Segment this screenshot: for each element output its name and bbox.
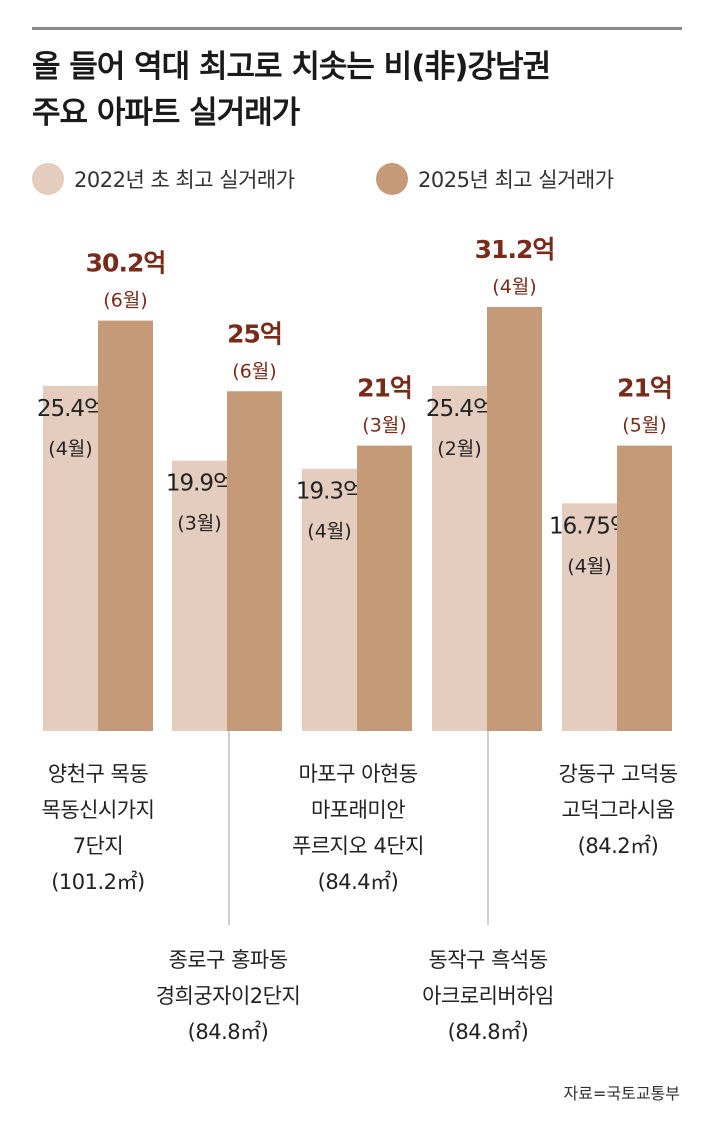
category-label-5-line-1: 강동구 고덕동: [558, 762, 677, 786]
month-label-2025-5: (5월): [622, 415, 666, 437]
month-label-2025-2: (6월): [232, 360, 276, 382]
category-label-1-line-2: 목동신시가지: [42, 798, 155, 822]
value-label-2025-1: 30.2억: [86, 249, 166, 278]
bar-2025-2: [227, 391, 282, 731]
value-label-2025-4: 31.2억: [475, 235, 555, 264]
bar-2022-5: [562, 503, 617, 731]
category-label-3-line-4: (84.4㎡): [318, 870, 399, 894]
category-label-2-line-2: 경희궁자이2단지: [156, 984, 301, 1008]
month-label-2022-1: (4월): [48, 438, 92, 460]
category-label-3-line-3: 푸르지오 4단지: [292, 834, 424, 858]
category-label-1-line-3: 7단지: [73, 834, 124, 858]
legend-label-2025: 2025년 최고 실거래가: [418, 168, 614, 192]
category-label-5-line-2: 고덕그라시움: [562, 798, 675, 822]
value-label-2025-5: 21억: [617, 374, 672, 403]
value-label-2022-2: 19.9억: [166, 471, 233, 497]
legend-item-2025: 2025년 최고 실거래가: [376, 161, 614, 197]
title-line-1: 올 들어 역대 최고로 치솟는 비(非)강남권: [32, 49, 551, 85]
category-label-3-line-2: 마포래미안: [311, 798, 405, 822]
bar-2022-2: [172, 460, 227, 731]
bar-2025-4: [487, 307, 542, 731]
value-label-2025-3: 21억: [357, 374, 412, 403]
month-label-2022-3: (4월): [307, 521, 351, 543]
bar-2022-1: [43, 385, 98, 731]
month-label-2022-5: (4월): [567, 555, 611, 577]
bar-2025-1: [98, 320, 153, 731]
category-label-2-line-1: 종로구 홍파동: [168, 948, 287, 972]
category-label-3-line-1: 마포구 아현동: [298, 762, 417, 786]
source-note: 자료=국토교통부: [563, 1084, 680, 1103]
bar-2022-3: [302, 468, 357, 731]
title-line-2: 주요 아파트 실거래가: [32, 95, 300, 131]
legend-swatch-2025: [376, 163, 408, 195]
value-label-2025-2: 25억: [227, 319, 282, 348]
month-label-2022-4: (2월): [437, 438, 481, 460]
category-label-1-line-1: 양천구 목동: [48, 762, 148, 786]
legend-swatch-2022: [32, 163, 64, 195]
category-label-4-line-3: (84.8㎡): [448, 1020, 529, 1044]
category-label-5-line-3: (84.2㎡): [578, 834, 659, 858]
category-label-2-line-3: (84.8㎡): [188, 1020, 269, 1044]
category-label-1-line-4: (101.2㎡): [51, 870, 145, 894]
category-label-4-line-1: 동작구 흑석동: [428, 948, 547, 972]
legend-label-2022: 2022년 초 최고 실거래가: [74, 168, 295, 192]
month-label-2025-3: (3월): [362, 415, 406, 437]
month-label-2025-1: (6월): [103, 290, 147, 312]
month-label-2025-4: (4월): [492, 276, 536, 298]
value-label-2022-1: 25.4억: [37, 396, 104, 422]
bar-2025-5: [617, 445, 672, 731]
top-rule: [32, 27, 682, 30]
bar-2022-4: [432, 385, 487, 731]
value-label-2022-3: 19.3억: [296, 479, 363, 505]
chart-title: 올 들어 역대 최고로 치솟는 비(非)강남권 주요 아파트 실거래가: [32, 44, 551, 136]
value-label-2022-4: 25.4억: [426, 396, 493, 422]
category-label-4-line-2: 아크로리버하임: [422, 984, 554, 1008]
bar-2025-3: [357, 445, 412, 731]
month-label-2022-2: (3월): [177, 513, 221, 535]
legend-item-2022: 2022년 초 최고 실거래가: [32, 161, 295, 197]
